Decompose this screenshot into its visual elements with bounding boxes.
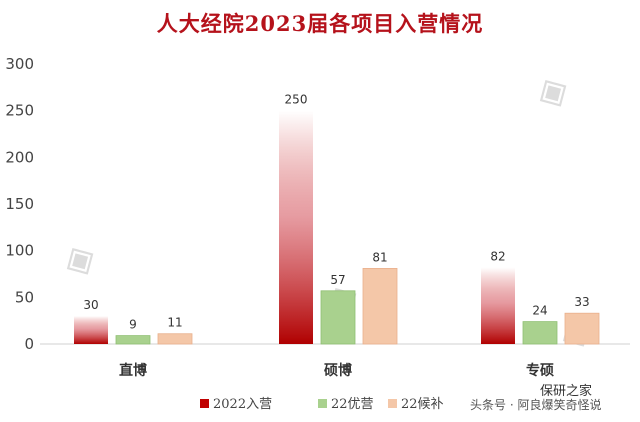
y-axis: 0 50 100 150 200 250 300 xyxy=(5,55,34,353)
logo-text: 保研之家 xyxy=(540,384,593,399)
data-label: 9 xyxy=(129,318,137,332)
data-label: 11 xyxy=(167,316,182,330)
legend-swatch xyxy=(200,399,209,408)
category-label: 硕博 xyxy=(324,362,352,379)
y-tick-label: 300 xyxy=(5,55,34,73)
data-label: 57 xyxy=(330,273,345,287)
data-label: 82 xyxy=(490,249,505,263)
y-tick-label: 200 xyxy=(5,148,34,166)
bar-22优营-专硕 xyxy=(522,321,558,345)
data-label: 33 xyxy=(574,295,589,309)
y-tick-label: 150 xyxy=(5,195,34,213)
data-label: 81 xyxy=(372,250,387,264)
legend-label: 22优营 xyxy=(331,397,374,412)
bar-2022入营-硕博 xyxy=(279,110,313,345)
x-axis: 直博 硕博 专硕 xyxy=(119,362,554,379)
legend-swatch xyxy=(318,399,327,408)
data-label: 24 xyxy=(532,304,547,318)
legend: 2022入营 22优营 22候补 xyxy=(200,397,444,412)
legend-label: 2022入营 xyxy=(213,397,272,412)
bar-22候补-直博 xyxy=(157,333,193,345)
legend-label: 22候补 xyxy=(401,397,444,412)
bar-22候补-专硕 xyxy=(564,312,600,345)
category-label: 直博 xyxy=(119,362,147,379)
bar-22候补-硕博 xyxy=(362,267,398,345)
category-label: 专硕 xyxy=(526,362,554,379)
data-label: 250 xyxy=(285,93,308,107)
bars-group xyxy=(74,110,600,345)
bar-22优营-直博 xyxy=(115,335,151,345)
legend-swatch xyxy=(388,399,397,408)
y-tick-label: 0 xyxy=(24,335,34,353)
y-tick-label: 100 xyxy=(5,242,34,260)
y-tick-label: 50 xyxy=(15,288,34,306)
source-caption: 头条号 · 阿良爆笑奇怪说 xyxy=(470,396,602,413)
data-labels-group: 30 9 11 250 57 81 82 24 33 xyxy=(83,93,589,332)
bar-22优营-硕博 xyxy=(320,290,356,345)
y-tick-label: 250 xyxy=(5,102,34,120)
watermark-icon: ◈ xyxy=(54,231,104,286)
watermark-icon: ◈ xyxy=(527,63,577,118)
data-label: 30 xyxy=(83,298,98,312)
bar-2022入营-直博 xyxy=(74,316,108,344)
bar-2022入营-专硕 xyxy=(481,267,515,344)
chart-title: 人大经院2023届各项目入营情况 xyxy=(156,11,484,36)
